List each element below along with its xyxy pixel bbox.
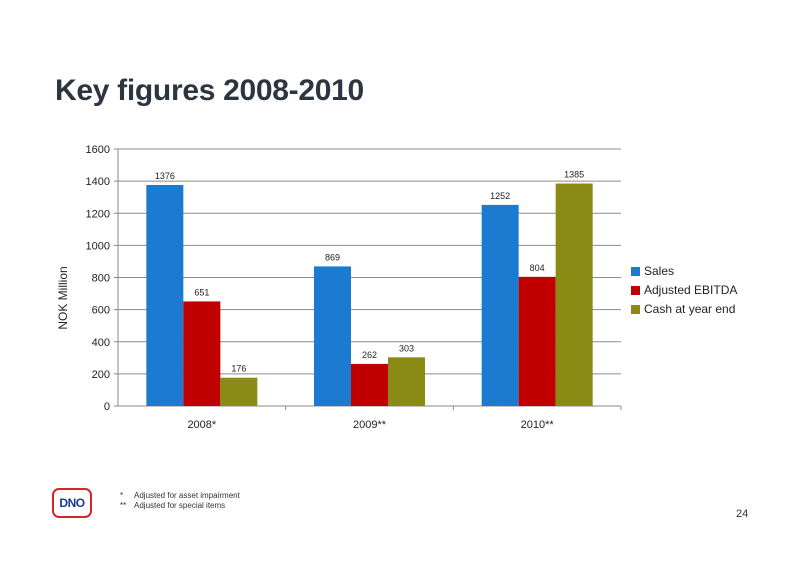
footnote-text: Adjusted for asset impairment: [134, 491, 240, 500]
bar: [518, 276, 556, 406]
y-tick-label: 600: [92, 305, 110, 317]
legend-label: Adjusted EBITDA: [644, 283, 738, 297]
data-label: 303: [399, 343, 414, 353]
chart-data-labels: 1376 651 176 869 262 303 1252 804 1385: [155, 170, 584, 374]
y-tick-label: 400: [92, 337, 110, 349]
x-tick-label: 2010**: [521, 419, 555, 431]
chart-bars: [146, 183, 593, 406]
legend-swatch: [631, 266, 640, 276]
y-tick-label: 0: [104, 401, 110, 413]
bar: [314, 266, 351, 406]
bar: [481, 204, 519, 406]
data-label: 804: [530, 263, 545, 273]
legend-swatch: [631, 304, 640, 314]
y-tick-label: 200: [92, 369, 110, 381]
data-label: 1385: [564, 170, 584, 180]
footnotes: * Adjusted for asset impairment ** Adjus…: [120, 491, 240, 511]
y-tick-label: 1600: [86, 144, 110, 156]
x-tick-label: 2008*: [187, 419, 216, 431]
data-label: 262: [362, 350, 377, 360]
data-label: 651: [194, 287, 209, 297]
x-axis-ticks: 2008* 2009** 2010**: [187, 406, 622, 431]
y-tick-label: 1000: [86, 240, 110, 252]
footnote-text: Adjusted for special items: [134, 501, 226, 510]
logo-text: DNO: [59, 496, 85, 510]
y-axis-label: NOK Million: [56, 266, 70, 329]
y-axis-ticks: 0 200 400 600 800 1000 1200 1400 1600: [86, 144, 119, 413]
y-tick-label: 1200: [86, 208, 110, 220]
legend-label: Sales: [644, 264, 675, 278]
footnote: * Adjusted for asset impairment: [120, 491, 240, 501]
page-title: Key figures 2008-2010: [55, 74, 364, 107]
legend-swatch: [631, 285, 640, 295]
data-label: 1376: [155, 171, 175, 181]
footnote: ** Adjusted for special items: [120, 501, 240, 511]
data-label: 869: [325, 252, 340, 262]
bar: [220, 377, 258, 406]
bar: [555, 183, 593, 406]
page-number: 24: [736, 508, 749, 520]
footnote-mark: *: [120, 491, 124, 500]
chart-legend: Sales Adjusted EBITDA Cash at year end: [631, 262, 737, 319]
y-tick-label: 1400: [86, 176, 110, 188]
data-label: 176: [231, 364, 246, 374]
bar: [388, 357, 425, 406]
dno-logo: DNO: [52, 488, 92, 518]
x-tick-label: 2009**: [353, 419, 387, 431]
bar: [183, 301, 221, 406]
data-label: 1252: [490, 191, 510, 201]
legend-item: Cash at year end: [631, 300, 737, 318]
bar: [146, 184, 184, 406]
legend-item: Sales: [631, 262, 737, 280]
legend-item: Adjusted EBITDA: [631, 281, 737, 299]
footnote-mark: **: [120, 501, 127, 510]
y-tick-label: 800: [92, 273, 110, 285]
bar: [351, 363, 388, 406]
legend-label: Cash at year end: [644, 302, 736, 316]
